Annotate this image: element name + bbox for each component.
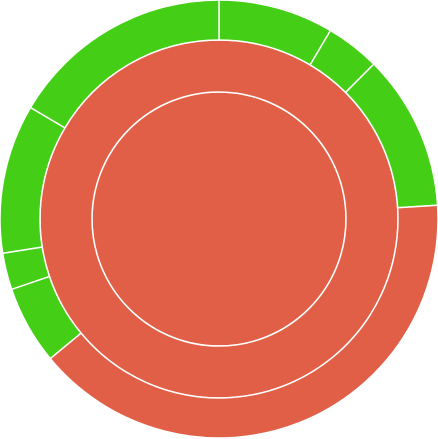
ring-1 (91, 91, 347, 347)
ring-1-segment-1[interactable] (91, 91, 347, 347)
ring-3-segment-8[interactable] (29, 0, 220, 129)
